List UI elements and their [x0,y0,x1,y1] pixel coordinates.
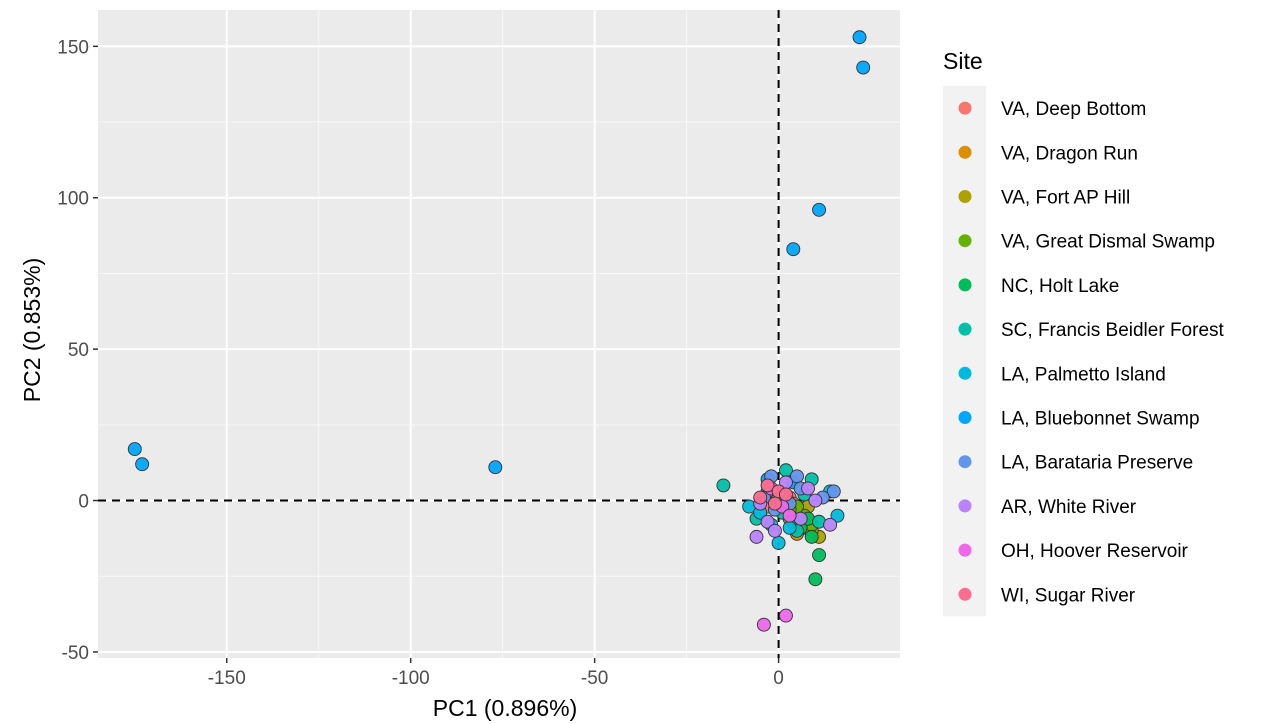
data-point [127,442,142,457]
y-axis-title: PC2 (0.853%) [19,258,45,402]
data-point [808,493,823,508]
data-point [786,242,801,257]
legend-label: WI, Sugar River [1001,585,1136,606]
data-point [771,535,786,550]
x-tick-label: -150 [208,668,246,689]
data-point [812,202,827,217]
data-point [767,523,782,538]
data-point [488,460,503,475]
legend-label: OH, Hoover Reservoir [1001,541,1189,562]
data-point [782,508,797,523]
legend-key-dot [958,411,972,424]
data-point [779,487,793,502]
data-point [852,30,867,45]
legend-key-dot [958,322,972,336]
legend-label: AR, White River [1001,497,1137,518]
y-tick-label: 0 [78,492,89,513]
legend-key-dot [958,499,972,513]
y-tick-label: -50 [62,643,89,664]
plot-panel [98,10,900,658]
axis-ticks: -150 -100 -50 0 -50 0 50 100 150 [57,37,784,689]
data-point [782,520,797,535]
legend-label: LA, Palmetto Island [1001,364,1166,385]
data-point [756,617,771,632]
legend-title: Site [943,48,983,74]
legend-key-background [943,86,986,617]
legend-label: VA, Great Dismal Swamp [1001,232,1215,253]
data-point [830,508,845,523]
x-tick-label: -50 [581,668,608,689]
legend: Site VA, Deep Bottom VA, Dragon Run VA, Fo… [943,48,1225,617]
panel-background [98,10,900,658]
legend-label: SC, Francis Beidler Forest [1001,320,1225,341]
data-points [127,30,871,632]
legend-label: VA, Dragon Run [1001,143,1138,164]
data-point [826,484,841,499]
reference-lines [98,10,900,658]
x-tick-label: 0 [773,668,784,689]
legend-label: NC, Holt Lake [1001,276,1119,297]
y-tick-label: 150 [57,37,89,58]
data-point [135,457,150,472]
legend-label: LA, Bluebonnet Swamp [1001,409,1200,430]
y-tick-label: 50 [68,340,89,361]
data-point [808,572,823,587]
x-tick-label: -100 [392,668,430,689]
legend-key-dot [958,190,972,203]
data-point [767,496,782,511]
legend-label: VA, Fort AP Hill [1001,188,1130,209]
data-point [804,529,819,544]
legend-label: VA, Deep Bottom [1001,99,1146,120]
data-point [760,514,775,529]
data-point [823,517,838,532]
legend-key-dot [958,587,972,601]
legend-label: LA, Barataria Preserve [1001,453,1193,474]
legend-key-dot [958,234,972,248]
data-point [753,490,768,505]
legend-key-dot [958,278,972,292]
data-point [749,529,764,544]
x-axis-title: PC1 (0.896%) [433,695,577,721]
legend-key-dot [958,543,972,557]
legend-key-dot [958,366,972,380]
data-point [812,548,827,562]
data-point [856,60,871,75]
legend-key-dot [958,101,972,115]
legend-key-dot [958,145,972,159]
data-point [801,481,815,496]
legend-key-dot [958,455,972,469]
data-point [716,478,731,493]
data-point [779,608,793,623]
y-tick-label: 100 [57,189,89,210]
data-point [760,478,775,493]
